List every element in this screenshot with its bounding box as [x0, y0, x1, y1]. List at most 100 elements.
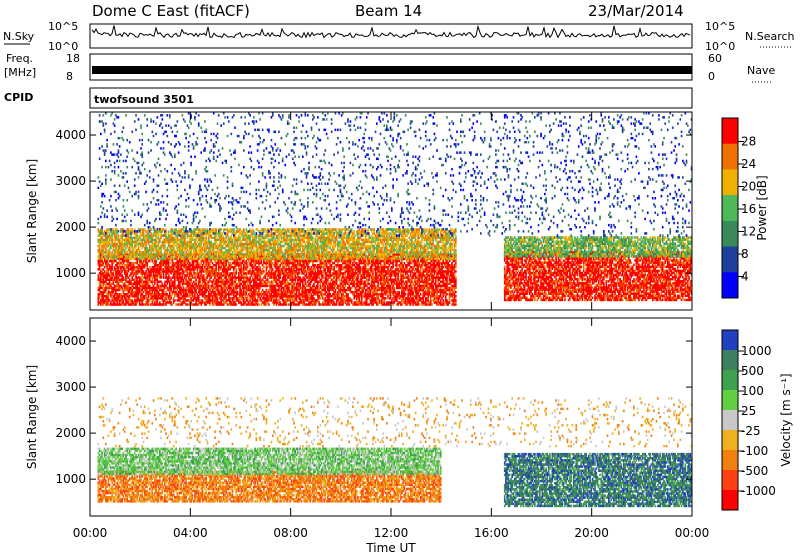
power-cell [266, 259, 269, 263]
freq-panel: Freq. [MHz] 18 8 60 0 Nave [4, 52, 775, 83]
power-cell [101, 290, 103, 294]
power-cell [112, 278, 115, 281]
power-cell [147, 255, 150, 259]
power-cell [268, 295, 270, 298]
power-cell [293, 264, 295, 267]
power-cell [263, 282, 265, 286]
power-cell [363, 280, 366, 283]
power-cell [105, 276, 107, 279]
power-cell [305, 272, 308, 275]
power-cell [305, 297, 308, 300]
power-cell [235, 295, 238, 298]
power-cell [116, 266, 118, 269]
power-cell [370, 276, 373, 279]
power-cell [363, 301, 366, 304]
power-cell [309, 282, 312, 286]
power-cell [286, 297, 289, 300]
power-cell [195, 261, 197, 265]
power-cell [304, 280, 307, 283]
power-cell [192, 297, 195, 300]
power-cell [278, 278, 280, 281]
power-cell [360, 288, 363, 292]
power-cell [353, 268, 356, 271]
power-cell [238, 272, 240, 275]
power-cell [115, 270, 117, 273]
power-cell [364, 266, 367, 269]
power-cell [381, 259, 383, 263]
power-cell [256, 293, 259, 296]
power-cell [181, 297, 184, 300]
power-cell [318, 303, 320, 306]
power-cell [117, 266, 120, 269]
power-cell [204, 282, 206, 286]
power-cell [97, 293, 100, 296]
power-cell [125, 284, 127, 288]
power-cell [226, 299, 229, 302]
power-cell [118, 301, 121, 304]
power-cell [147, 299, 150, 302]
power-cell [305, 264, 308, 267]
power-cell [348, 286, 351, 290]
power-cell [121, 257, 124, 261]
power-cell [396, 270, 398, 273]
power-cell [228, 286, 230, 290]
power-cell [197, 297, 200, 300]
power-cell [113, 295, 116, 298]
power-cell [349, 290, 352, 294]
power-cell [217, 274, 220, 277]
power-cell [110, 303, 112, 306]
power-cell [378, 266, 381, 269]
power-cell [225, 253, 228, 257]
power-cell [379, 278, 382, 281]
power-cell [327, 278, 329, 281]
power-cell [329, 284, 332, 288]
power-cell [174, 261, 176, 265]
power-cell [140, 270, 142, 273]
power-cell [233, 282, 235, 286]
power-cell [234, 261, 236, 265]
power-cell [279, 293, 282, 296]
power-cell [290, 295, 293, 298]
power-cell [363, 293, 366, 296]
power-cell [244, 286, 246, 290]
power-cell [325, 303, 328, 306]
power-cell [152, 286, 155, 290]
power-cell [189, 282, 191, 286]
power-cell [281, 297, 284, 300]
power-cell [130, 280, 132, 283]
power-cell [156, 272, 159, 275]
power-cell [275, 274, 278, 277]
power-cell [244, 266, 246, 269]
power-cell [97, 303, 100, 306]
power-cell [256, 266, 259, 269]
power-cell [330, 288, 333, 292]
power-cell [233, 268, 235, 271]
power-cell [136, 290, 139, 294]
power-cell [177, 268, 180, 271]
power-cell [170, 272, 172, 275]
power-cell [349, 278, 352, 281]
power-cell [165, 276, 167, 279]
power-cell [314, 264, 317, 267]
power-cell [172, 297, 175, 300]
power-heatmap [97, 112, 693, 306]
power-cell [332, 255, 334, 259]
power-cell [270, 286, 273, 290]
power-cell [105, 284, 107, 288]
power-cell [320, 278, 323, 281]
power-cell [192, 259, 195, 263]
power-cell [221, 261, 224, 265]
power-cell [105, 264, 107, 267]
power-cell [270, 290, 273, 294]
power-cell [233, 299, 235, 302]
power-cell [210, 276, 213, 279]
power-cell [145, 257, 147, 261]
power-cell [147, 272, 150, 275]
power-cell [350, 301, 353, 304]
power-cell [182, 272, 185, 275]
power-cell [176, 261, 179, 265]
power-cell [274, 286, 277, 290]
power-cell [215, 272, 218, 275]
power-cell [338, 297, 340, 300]
power-cell [108, 293, 111, 296]
